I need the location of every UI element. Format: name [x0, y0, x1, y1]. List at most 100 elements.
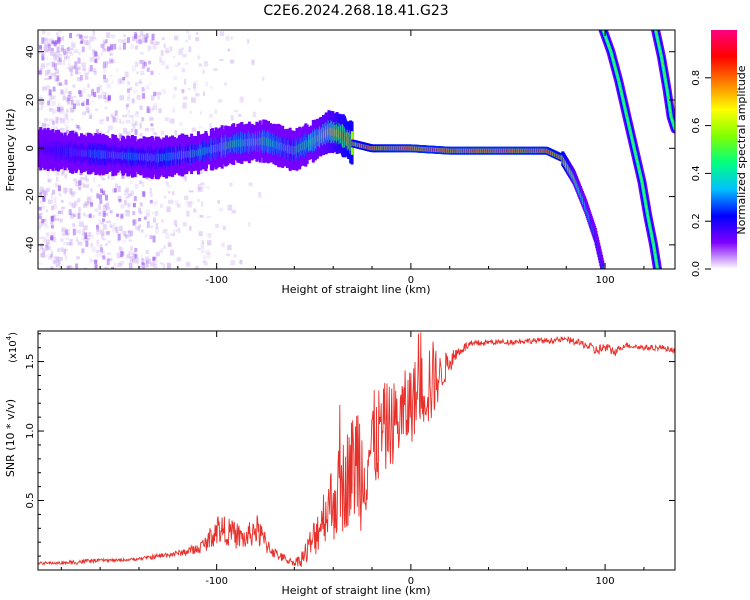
spectrogram-noise-cell	[75, 181, 78, 187]
spectrogram-noise-cell	[90, 188, 93, 193]
spectrogram-noise-cell	[76, 239, 80, 242]
spectrogram-noise-cell	[78, 206, 81, 213]
spectrogram-noise-cell	[54, 171, 60, 176]
spectrogram-noise-cell	[63, 242, 68, 246]
spectrogram-noise-cell	[70, 213, 75, 216]
spectrogram-noise-cell	[58, 260, 62, 264]
spectrogram-noise-cell	[154, 211, 158, 217]
spectrogram-noise-cell	[96, 225, 100, 230]
spectrogram-noise-cell	[134, 183, 139, 189]
spectrogram-noise-cell	[139, 202, 143, 207]
spectrogram-noise-cell	[102, 48, 107, 52]
spectrogram-noise-cell	[81, 248, 85, 254]
spectrogram-noise-cell	[44, 244, 48, 248]
spectrogram-noise-cell	[248, 182, 253, 187]
spectrogram-noise-cell	[99, 244, 103, 249]
spectrogram-noise-cell	[146, 221, 150, 228]
spectrogram-noise-cell	[51, 120, 55, 125]
spectrogram-noise-cell	[153, 266, 158, 269]
spectrogram-noise-cell	[66, 66, 70, 70]
spectrogram-noise-cell	[60, 199, 64, 203]
spectrogram-noise-cell	[74, 200, 78, 207]
spectrogram-noise-cell	[55, 125, 58, 130]
spectrogram-noise-cell	[102, 211, 106, 218]
spectrogram-noise-cell	[155, 41, 160, 45]
spectrogram-noise-cell	[76, 71, 81, 75]
spectrogram-noise-cell	[143, 34, 149, 38]
spectrogram-noise-cell	[38, 212, 44, 215]
spectrogram-noise-cell	[102, 68, 107, 74]
spectrogram-noise-cell	[57, 106, 61, 112]
spectrogram-noise-cell	[107, 95, 111, 101]
spectrogram-noise-cell	[67, 241, 72, 246]
spectrogram-noise-cell	[82, 111, 87, 116]
spectrogram-noise-cell	[182, 102, 187, 109]
spectrogram-noise-cell	[138, 180, 142, 185]
colorbar: 0.0 0.2 0.4 0.6 0.8 Normalized spectral ampl…	[691, 30, 748, 277]
spectrogram-noise-cell	[122, 230, 127, 236]
snr-panel: -100 0 100 0.5 1.0 1.5 Height of straight lin…	[4, 330, 676, 597]
spectrogram-noise-cell	[88, 232, 92, 237]
spectrogram-noise-cell	[96, 242, 100, 247]
spectrogram-noise-cell	[134, 45, 138, 50]
spectrogram-noise-cell	[69, 68, 73, 72]
spectrogram-noise-cell	[105, 203, 110, 209]
spectrogram-noise-cell	[155, 228, 160, 234]
spectrogram-noise-cell	[128, 262, 134, 269]
spectrogram-noise-cell	[83, 225, 88, 230]
spectrogram-noise-cell	[110, 224, 114, 227]
spectrogram-noise-cell	[167, 184, 171, 189]
spectrogram-noise-cell	[54, 56, 60, 62]
spectrogram-noise-cell	[231, 210, 237, 214]
spectrogram-noise-cell	[89, 234, 95, 240]
spectrogram-noise-cell	[135, 39, 139, 44]
spectrogram-noise-cell	[81, 46, 85, 53]
spectrogram-noise-cell	[182, 175, 187, 179]
colorbar-tick-label: 0.8	[691, 70, 702, 86]
spectrogram-noise-cell	[146, 106, 150, 113]
spectrogram-noise-cell	[151, 211, 155, 215]
spectrogram-noise-cell	[86, 178, 90, 182]
spectrogram-noise-cell	[58, 42, 61, 47]
spectrogram-noise-cell	[96, 87, 100, 93]
spectrogram-noise-cell	[191, 127, 197, 133]
spectrogram-noise-cell	[51, 61, 57, 67]
spectrogram-noise-cell	[131, 65, 136, 72]
spectrogram-noise-cell	[197, 186, 203, 192]
spectrogram-ytick-label: 0	[25, 145, 36, 151]
spectrogram-noise-cell	[117, 262, 122, 267]
spectrogram-noise-cell	[43, 123, 47, 127]
spectrogram-noise-cell	[93, 92, 97, 98]
spectrogram-noise-cell	[62, 169, 65, 175]
spectrogram-noise-cell	[183, 176, 187, 182]
spectrogram-noise-cell	[233, 254, 237, 258]
spectrogram-noise-cell	[92, 267, 96, 269]
spectrogram-noise-cell	[57, 185, 61, 192]
spectrogram-noise-cell	[72, 202, 77, 209]
spectrogram-noise-cell	[136, 111, 139, 115]
spectrogram-noise-cell	[142, 88, 146, 92]
spectrogram-noise-cell	[45, 187, 50, 192]
spectrogram-noise-cell	[175, 229, 179, 232]
spectrogram-noise-cell	[163, 43, 167, 48]
spectrogram-noise-cell	[64, 255, 68, 260]
spectrogram-noise-cell	[44, 43, 47, 50]
spectrogram-noise-cell	[117, 171, 121, 175]
spectrogram-noise-cell	[171, 200, 175, 203]
spectrogram-noise-cell	[75, 103, 81, 106]
spectrogram-noise-cell	[165, 181, 169, 186]
spectrogram-noise-cell	[40, 204, 45, 210]
spectrogram-noise-cell	[45, 244, 49, 251]
spectrogram-noise-cell	[144, 37, 148, 43]
spectrogram-noise-cell	[91, 247, 96, 253]
spectrogram-noise-cell	[38, 221, 44, 227]
spectrogram-noise-cell	[131, 98, 135, 104]
spectrogram-noise-cell	[175, 224, 178, 228]
spectrogram-noise-cell	[100, 248, 104, 254]
spectrogram-noise-cell	[134, 254, 138, 259]
spectrogram-noise-cell	[83, 267, 87, 269]
spectrogram-noise-cell	[187, 34, 191, 41]
spectrogram-noise-cell	[101, 177, 105, 181]
spectrogram-noise-cell	[111, 267, 115, 269]
spectrogram-noise-cell	[187, 87, 191, 91]
